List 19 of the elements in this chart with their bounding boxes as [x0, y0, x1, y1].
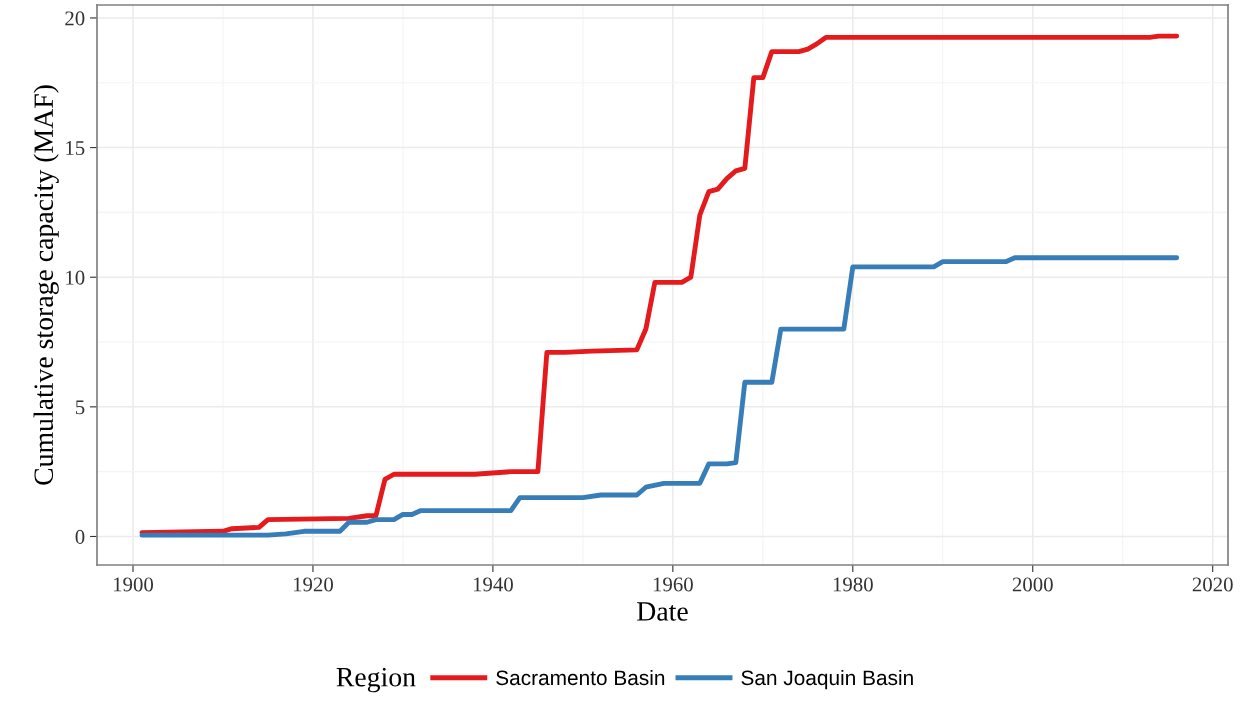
x-tick-label: 2000: [1012, 577, 1053, 592]
y-tick-label: 10: [66, 270, 85, 285]
x-axis-title: Date: [637, 602, 688, 621]
line-series: [139, 255, 1180, 538]
y-tick-label: 5: [75, 400, 85, 415]
legend-label: Sacramento Basin: [496, 669, 665, 686]
y-tick-label: 0: [75, 529, 85, 544]
line-series: [139, 33, 1180, 536]
x-tick-label: 1940: [473, 577, 513, 592]
x-tick-label: 1900: [113, 577, 154, 592]
legend-label: San Joaquin Basin: [741, 669, 913, 690]
y-tick-label: 20: [65, 11, 85, 26]
y-tick-label: 15: [66, 141, 85, 156]
y-axis-title: Cumulative storage capacity (MAF): [33, 85, 59, 485]
x-tick-label: 1980: [833, 577, 873, 592]
x-tick-label: 2020: [1192, 577, 1233, 592]
x-tick-label: 1920: [293, 577, 333, 592]
legend-title: Region: [336, 667, 416, 693]
x-tick-label: 1960: [653, 577, 693, 592]
